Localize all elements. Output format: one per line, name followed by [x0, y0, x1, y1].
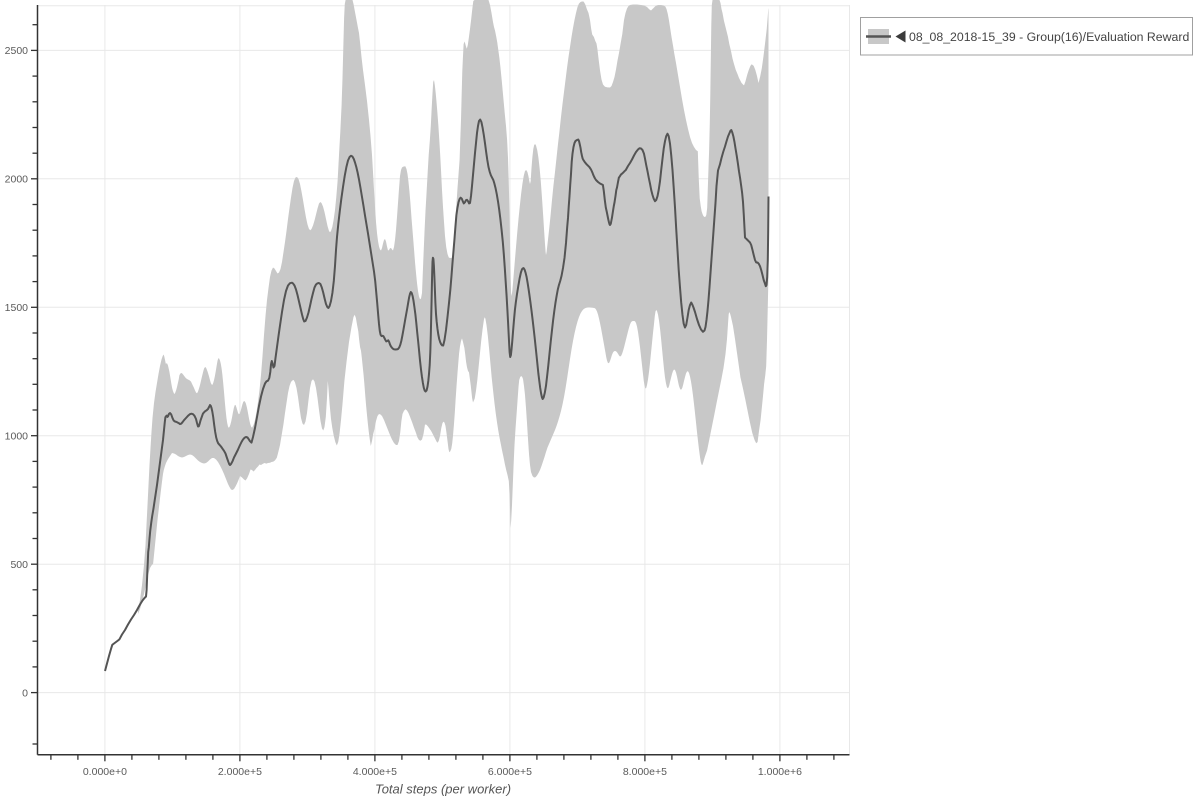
svg-text:4.000e+5: 4.000e+5: [353, 766, 397, 778]
svg-text:6.000e+5: 6.000e+5: [488, 766, 532, 778]
svg-text:8.000e+5: 8.000e+5: [623, 766, 667, 778]
svg-text:Total steps (per worker): Total steps (per worker): [375, 782, 511, 797]
svg-text:1.000e+6: 1.000e+6: [758, 766, 802, 778]
svg-text:2000: 2000: [5, 174, 29, 186]
svg-text:1000: 1000: [5, 431, 29, 443]
svg-text:2.000e+5: 2.000e+5: [218, 766, 262, 778]
svg-text:2500: 2500: [5, 45, 29, 57]
svg-text:0: 0: [22, 687, 28, 699]
svg-text:08_08_2018-15_39 - Group(16)/E: 08_08_2018-15_39 - Group(16)/Evaluation …: [909, 30, 1189, 44]
svg-text:0.000e+0: 0.000e+0: [83, 766, 127, 778]
svg-text:1500: 1500: [5, 302, 29, 314]
svg-text:500: 500: [10, 559, 28, 571]
